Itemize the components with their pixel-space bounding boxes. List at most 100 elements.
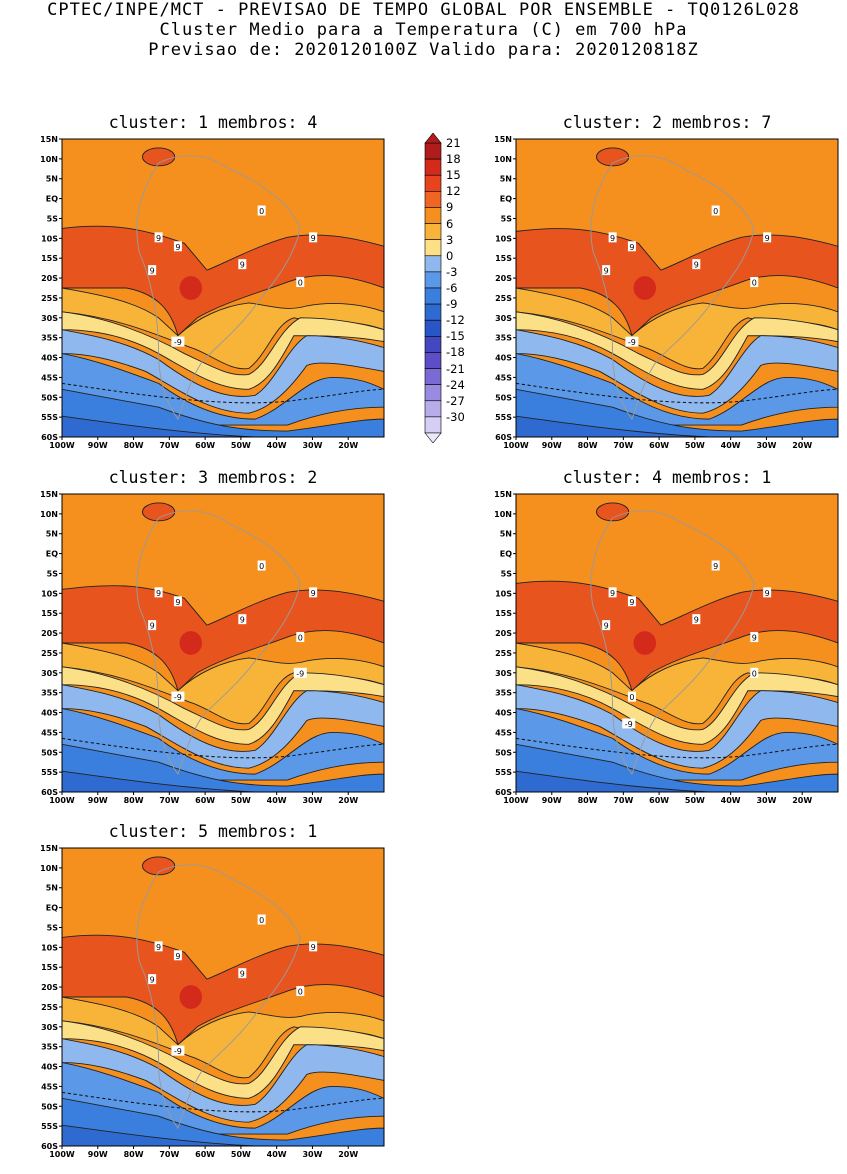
lat-label: 30S (495, 669, 512, 678)
contour-label-bg (608, 232, 617, 243)
contour-label-bg (296, 632, 305, 643)
lon-label: 30W (302, 1150, 322, 1159)
temperature-map: 9 9 9 9 9 0 0 -9 15N 10N 5N EQ 5S 10S 15S 20S 25S 30S 35S 4… (40, 844, 385, 1159)
lat-label: 55S (41, 413, 58, 422)
lat-label: EQ (46, 195, 58, 204)
lat-label: 5N (500, 530, 512, 539)
hot-spot (179, 631, 203, 655)
contour-label: 9 (629, 243, 634, 252)
lon-label: 90W (88, 1150, 108, 1159)
lat-label: 25S (41, 649, 58, 658)
map-panel-5: cluster: 5 membros: 1 9 9 9 9 9 0 0 -9 15N 10N 5N E… (28, 822, 398, 1172)
map-frame (61, 847, 385, 1147)
lon-label: 30W (756, 796, 776, 805)
contour-label: 9 (713, 562, 718, 571)
lat-label: 50S (41, 748, 58, 757)
lat-label: 60S (41, 433, 58, 442)
colorbar-swatch (424, 287, 442, 305)
lat-label: 45S (41, 728, 58, 737)
lon-label: 60W (649, 796, 669, 805)
contour-dashed (62, 1091, 384, 1113)
contour-dashed (62, 382, 384, 404)
lat-label: 50S (41, 1102, 58, 1111)
contour-label-bg (173, 596, 182, 607)
lon-label: 40W (721, 796, 741, 805)
lat-label: EQ (46, 550, 58, 559)
contour-label-bg (238, 259, 247, 270)
lat-label: 60S (41, 788, 58, 797)
lon-label: 90W (88, 441, 108, 450)
contour-label-bg (608, 587, 617, 598)
contour-label-bg (154, 232, 163, 243)
colorbar-swatch (424, 416, 442, 434)
lat-label: 45S (41, 1082, 58, 1091)
lat-label: 10S (41, 589, 58, 598)
contour-label-bg (238, 968, 247, 979)
colorbar-swatch (424, 239, 442, 257)
contour-dashed (516, 737, 838, 759)
contour-label-bg (293, 667, 307, 678)
lat-label: 10N (494, 510, 512, 519)
contour-label-bg (171, 691, 185, 702)
panel-title: cluster: 4 membros: 1 (562, 468, 772, 487)
lon-label: 80W (124, 796, 144, 805)
lon-label: 50W (231, 1150, 251, 1159)
lat-label: 5N (46, 175, 58, 184)
contour-label-bg (154, 941, 163, 952)
lat-label: 60S (495, 433, 512, 442)
contour-label: 0 (298, 988, 303, 997)
lon-label: 90W (542, 796, 562, 805)
lat-label: EQ (500, 195, 512, 204)
lat-label: 30S (41, 669, 58, 678)
contour-dashed (62, 737, 384, 759)
colorbar-swatch (424, 384, 442, 402)
contour-label: 9 (156, 234, 161, 243)
hot-spot (633, 276, 657, 300)
contour-label: 9 (240, 970, 245, 979)
lat-label: 15S (41, 963, 58, 972)
lat-label: 35S (495, 689, 512, 698)
lat-label: 20S (41, 983, 58, 992)
lat-label: 5N (500, 175, 512, 184)
map-frame (515, 138, 839, 438)
contour-label: 9 (694, 616, 699, 625)
colorbar-swatch (424, 142, 442, 160)
lat-label: 30S (41, 1023, 58, 1032)
contour-label: 0 (713, 207, 718, 216)
contour-label: 9 (610, 234, 615, 243)
contour-label: 9 (610, 589, 615, 598)
lon-label: 30W (302, 796, 322, 805)
lat-label: 35S (41, 1043, 58, 1052)
contour-label-bg (309, 587, 318, 598)
lat-label: 5N (46, 884, 58, 893)
lat-label: 20S (41, 629, 58, 638)
lon-label: 40W (721, 441, 741, 450)
colorbar-arrow-top (424, 133, 442, 144)
lat-label: 35S (495, 334, 512, 343)
contour-label-bg (238, 614, 247, 625)
contour-label: 0 (752, 279, 757, 288)
lon-label: 20W (338, 441, 358, 450)
hot-spot (633, 631, 657, 655)
lat-label: EQ (500, 550, 512, 559)
lat-label: 60S (495, 788, 512, 797)
contour-label-bg (309, 232, 318, 243)
contour-label: 9 (694, 261, 699, 270)
temperature-band (516, 311, 838, 390)
lat-label: 25S (41, 294, 58, 303)
map-panel-2: cluster: 2 membros: 7 9 9 9 9 9 0 0 -9 15N 10N 5N E… (482, 113, 847, 463)
contour-label-bg (627, 241, 636, 252)
contour-label: -9 (628, 338, 636, 347)
coastline (136, 155, 301, 421)
contour-label: 9 (604, 267, 609, 276)
contour-label: 0 (298, 634, 303, 643)
contour-label: -9 (174, 1047, 182, 1056)
contour-label-bg (257, 560, 266, 571)
lat-label: 40S (41, 1063, 58, 1072)
temperature-band (62, 1097, 384, 1146)
lon-label: 50W (231, 796, 251, 805)
temperature-band (516, 329, 838, 414)
lat-label: 15N (40, 844, 58, 853)
lon-label: 70W (159, 796, 179, 805)
colorbar-swatch (424, 336, 442, 353)
